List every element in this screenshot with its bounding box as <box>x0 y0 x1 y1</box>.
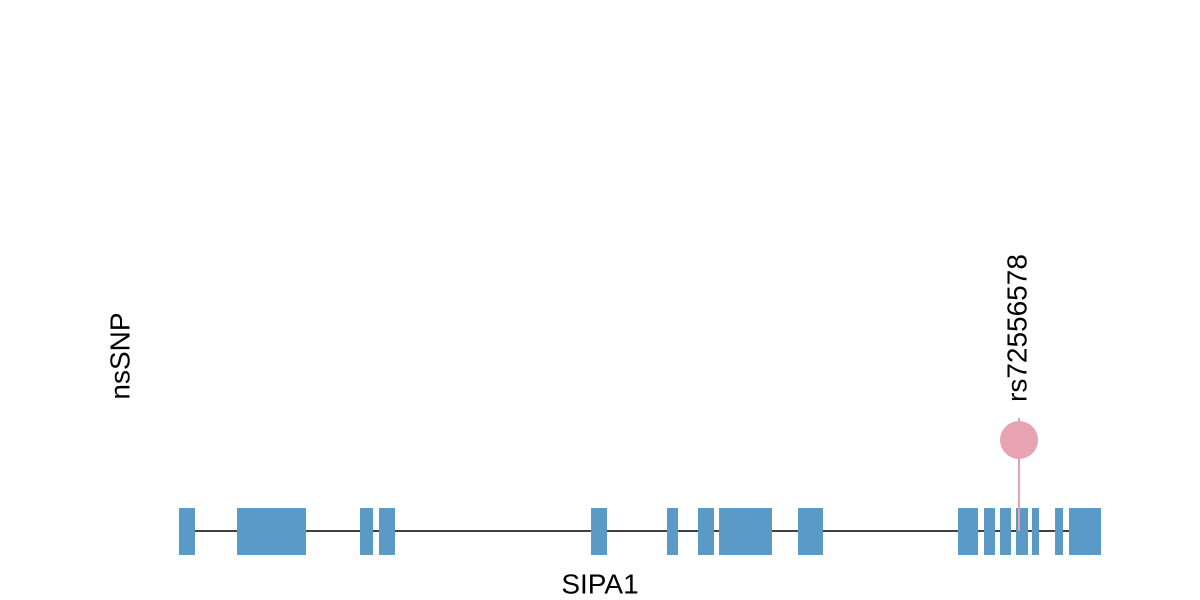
exon <box>237 508 306 555</box>
exon <box>1000 508 1011 555</box>
lollipop-head <box>1000 421 1038 459</box>
exon <box>984 508 995 555</box>
exon <box>591 508 607 555</box>
exon <box>379 508 395 555</box>
exon <box>1069 508 1101 555</box>
variant-label: rs72556578 <box>1001 254 1032 402</box>
gene-label: SIPA1 <box>561 568 638 599</box>
exon <box>667 508 678 555</box>
exon <box>360 508 373 555</box>
exon <box>1032 508 1039 555</box>
exon <box>798 508 823 555</box>
exon <box>1055 508 1063 555</box>
track-label: nsSNP <box>104 312 135 399</box>
exon <box>1016 508 1028 555</box>
exon <box>958 508 978 555</box>
exon <box>719 508 772 555</box>
exon <box>698 508 714 555</box>
exon <box>179 508 195 555</box>
